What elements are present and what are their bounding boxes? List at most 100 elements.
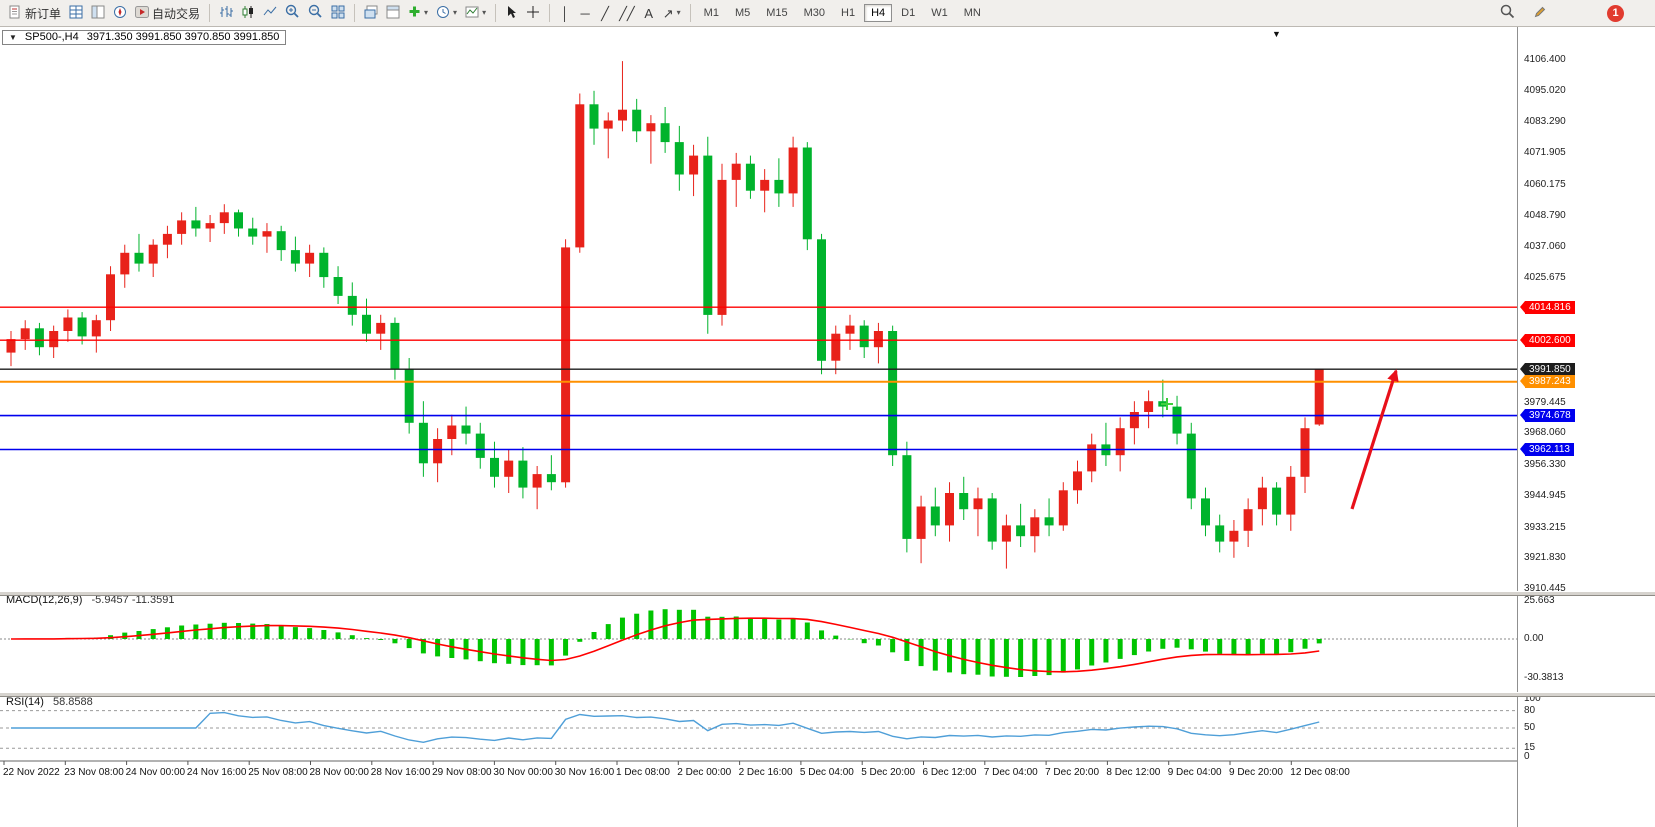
text-tool-button[interactable]: A bbox=[639, 3, 659, 24]
candle bbox=[1115, 428, 1125, 456]
autotrade-icon bbox=[135, 5, 150, 22]
cascade-windows-button[interactable] bbox=[360, 3, 382, 24]
autotrade-button[interactable]: 自动交易 bbox=[131, 3, 204, 24]
price-axis-label: 3956.330 bbox=[1524, 459, 1566, 471]
arrange-windows-button[interactable] bbox=[382, 3, 404, 24]
candle bbox=[575, 104, 585, 248]
macd-axis-label: 25.663 bbox=[1524, 595, 1555, 606]
timeframe-mn[interactable]: MN bbox=[963, 7, 981, 19]
annotation-arrow[interactable] bbox=[1350, 369, 1399, 510]
resistance-line-2-badge[interactable]: 4002.600 bbox=[1520, 333, 1575, 347]
price-axis-label: 4095.020 bbox=[1524, 84, 1566, 96]
candlestick-chart-button[interactable] bbox=[237, 3, 259, 24]
price-axis[interactable]: 4106.400 4095.020 4083.290 4071.905 4060.175… bbox=[1517, 27, 1655, 827]
timeframe-h4[interactable]: H4 bbox=[864, 4, 893, 22]
arrows-tool-button[interactable]: ↗ ▾ bbox=[659, 3, 685, 24]
candle bbox=[205, 223, 215, 229]
candle bbox=[603, 120, 613, 129]
timeframe-d1[interactable]: D1 bbox=[901, 7, 916, 19]
time-axis-label: 9 Dec 04:00 bbox=[1168, 767, 1222, 778]
tile-windows-icon bbox=[331, 5, 345, 22]
vertical-line-tool-button[interactable]: │ bbox=[555, 3, 575, 24]
market-watch-button[interactable] bbox=[65, 3, 87, 24]
support-line-orange-badge[interactable]: 3987.243 bbox=[1520, 375, 1575, 389]
candle bbox=[831, 333, 841, 361]
macd-signal-line bbox=[10, 617, 1320, 673]
symbol-dropdown-icon[interactable]: ▼ bbox=[9, 33, 17, 42]
zoom-out-button[interactable] bbox=[304, 3, 327, 24]
panel-splitter[interactable] bbox=[0, 692, 1655, 697]
tile-windows-button[interactable] bbox=[327, 3, 349, 24]
trendline-tool-button[interactable]: ╱ bbox=[595, 3, 615, 24]
data-window-icon bbox=[91, 5, 105, 22]
current-price-line-badge[interactable]: 3991.850 bbox=[1520, 362, 1575, 376]
notification-badge[interactable]: 1 bbox=[1607, 4, 1624, 22]
timeframe-w1[interactable]: W1 bbox=[931, 7, 948, 19]
edit-button[interactable] bbox=[1529, 3, 1551, 24]
arrows-tool-icon: ↗ bbox=[662, 5, 674, 21]
candle bbox=[1215, 525, 1225, 542]
toolbar-separator bbox=[689, 4, 691, 22]
panel-splitter[interactable] bbox=[0, 591, 1655, 596]
zoom-in-button[interactable] bbox=[281, 3, 304, 24]
new-order-icon bbox=[9, 5, 22, 22]
chart-canvas[interactable]: 22 Nov 2022 23 Nov 08:00 24 Nov 00:00 24 No… bbox=[0, 27, 1517, 827]
candle bbox=[49, 331, 59, 348]
timeframe-m15[interactable]: M15 bbox=[766, 7, 788, 19]
crosshair-button[interactable] bbox=[522, 3, 544, 24]
time-axis-label: 2 Dec 00:00 bbox=[677, 767, 731, 778]
price-axis-label: 3910.445 bbox=[1524, 583, 1566, 594]
time-axis-label: 30 Nov 00:00 bbox=[493, 767, 553, 778]
period-button[interactable]: ▾ bbox=[432, 3, 461, 24]
chevron-down-icon: ▾ bbox=[676, 8, 681, 17]
candle bbox=[34, 328, 44, 348]
time-axis-label: 28 Nov 16:00 bbox=[371, 767, 431, 778]
horizontal-line-tool-button[interactable]: ─ bbox=[575, 3, 595, 24]
rsi-axis-label: 80 bbox=[1524, 704, 1536, 716]
candle bbox=[973, 498, 983, 510]
candle bbox=[1129, 412, 1139, 429]
rsi-indicator-label: RSI(14) 58.8588 bbox=[6, 696, 93, 708]
candle bbox=[106, 274, 115, 321]
channel-tool-button[interactable]: ╱╱ bbox=[615, 3, 639, 24]
timeframe-m5[interactable]: M5 bbox=[734, 7, 751, 19]
candle bbox=[219, 212, 229, 224]
timeframe-m1[interactable]: M1 bbox=[703, 7, 719, 19]
candle bbox=[902, 455, 912, 539]
resistance-line-1-badge[interactable]: 4014.816 bbox=[1520, 300, 1575, 314]
vertical-line-icon: │ bbox=[561, 5, 570, 21]
cursor-button[interactable] bbox=[501, 3, 522, 24]
new-order-button[interactable]: 新订单 bbox=[5, 3, 65, 24]
candle bbox=[162, 233, 172, 245]
pencil-icon bbox=[1533, 5, 1547, 22]
chart-shift-marker[interactable]: ▼ bbox=[1272, 29, 1281, 39]
navigator-button[interactable] bbox=[109, 3, 131, 24]
support-line-blue-1-badge[interactable]: 3974.678 bbox=[1520, 409, 1575, 423]
new-order-label: 新订单 bbox=[25, 6, 62, 21]
support-line-blue-2-badge[interactable]: 3962.113 bbox=[1520, 443, 1574, 457]
symbol-info-box[interactable]: ▼ SP500-,H4 3971.350 3991.850 3970.850 3… bbox=[2, 30, 287, 45]
rsi-line bbox=[11, 711, 1320, 744]
timeframe-m30[interactable]: M30 bbox=[803, 7, 826, 19]
candle bbox=[1272, 487, 1282, 515]
time-axis-label: 29 Nov 08:00 bbox=[432, 767, 492, 778]
crosshair-icon bbox=[526, 5, 540, 22]
rsi-axis-label: 0 bbox=[1524, 751, 1530, 762]
line-chart-icon bbox=[263, 5, 277, 22]
candle bbox=[1016, 525, 1026, 537]
data-window-button[interactable] bbox=[87, 3, 109, 24]
time-axis-label: 24 Nov 16:00 bbox=[187, 767, 247, 778]
template-button[interactable]: ▾ bbox=[461, 3, 490, 24]
line-chart-button[interactable] bbox=[259, 3, 281, 24]
candle bbox=[1186, 433, 1196, 499]
candle bbox=[760, 179, 770, 191]
candle bbox=[532, 474, 542, 488]
timeframe-h1[interactable]: H1 bbox=[841, 7, 856, 19]
price-axis-label: 4037.060 bbox=[1524, 241, 1566, 253]
bar-chart-button[interactable] bbox=[215, 3, 237, 24]
chevron-down-icon: ▾ bbox=[424, 8, 429, 17]
candle bbox=[276, 231, 286, 251]
add-indicator-button[interactable]: ▾ bbox=[404, 3, 432, 24]
candle bbox=[788, 147, 798, 194]
search-button[interactable] bbox=[1496, 3, 1519, 24]
